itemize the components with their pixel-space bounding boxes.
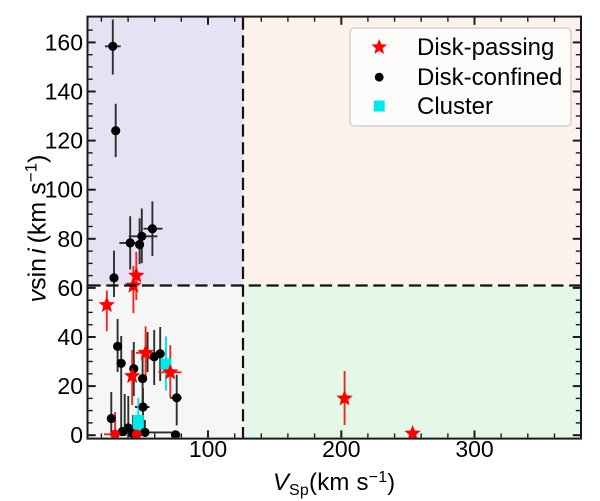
svg-text:Disk-passing: Disk-passing xyxy=(417,34,554,61)
svg-text:140: 140 xyxy=(45,79,83,105)
svg-text:120: 120 xyxy=(45,128,83,154)
svg-text:40: 40 xyxy=(57,324,83,350)
svg-text:0: 0 xyxy=(70,422,83,448)
svg-text:160: 160 xyxy=(45,29,83,55)
svg-text:300: 300 xyxy=(455,436,493,462)
svg-text:Disk-confined: Disk-confined xyxy=(417,64,562,91)
svg-text:60: 60 xyxy=(57,275,83,301)
svg-text:200: 200 xyxy=(322,436,360,462)
svg-text:100: 100 xyxy=(189,436,227,462)
svg-text:vsini(km s−1): vsini(km s−1) xyxy=(22,155,52,303)
svg-text:Cluster: Cluster xyxy=(417,93,493,120)
svg-text:VSp(km s−1): VSp(km s−1) xyxy=(273,469,395,499)
svg-text:20: 20 xyxy=(57,373,83,399)
svg-text:100: 100 xyxy=(45,177,83,203)
svg-text:80: 80 xyxy=(57,226,83,252)
